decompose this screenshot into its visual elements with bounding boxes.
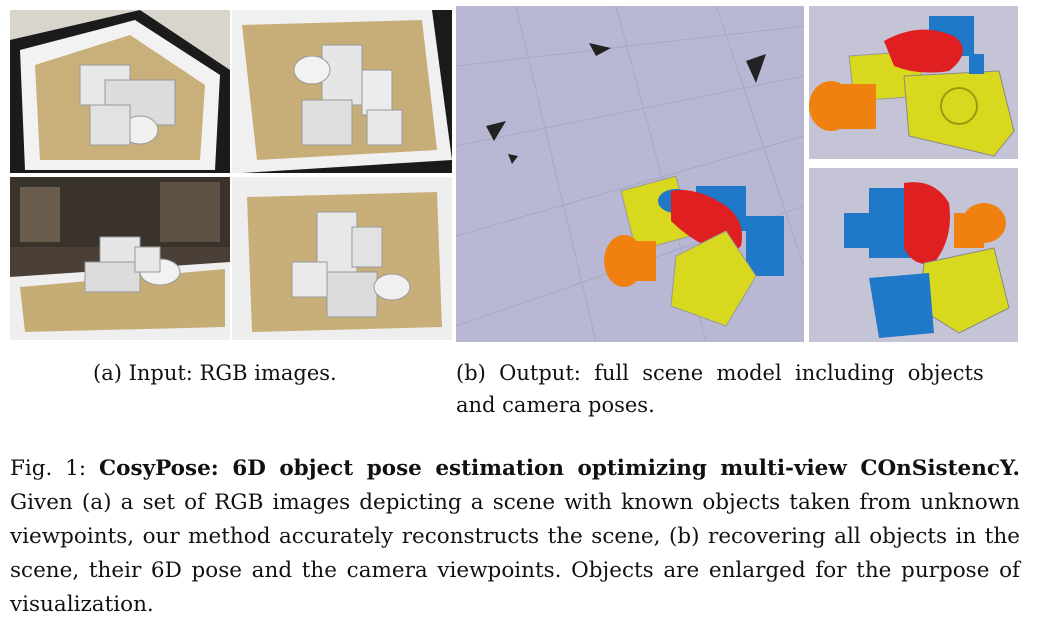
input-image-bottom-right	[232, 177, 452, 340]
input-image-top-right	[232, 10, 452, 173]
caption-title: CosyPose: 6D object pose estimation opti…	[99, 456, 1020, 481]
subcaption-b-line2: and camera poses.	[456, 393, 655, 417]
output-closeup-top	[809, 6, 1018, 159]
output-scene-render	[456, 6, 804, 342]
input-image-bottom-left	[10, 177, 230, 340]
output-closeup-bottom	[809, 168, 1018, 342]
figure-caption: Fig. 1: CosyPose: 6D object pose estimat…	[10, 452, 1020, 622]
caption-body: Given (a) a set of RGB images depicting …	[10, 490, 1020, 617]
caption-label: Fig. 1:	[10, 456, 87, 481]
camera-marker	[589, 43, 611, 56]
camera-marker	[486, 121, 506, 141]
camera-marker	[508, 154, 518, 164]
subcaption-b-line1: (b) Output: full scene model including o…	[456, 361, 984, 385]
subcaption-a: (a) Input: RGB images.	[93, 361, 337, 385]
camera-marker	[746, 54, 766, 83]
input-image-top-left	[10, 10, 230, 173]
